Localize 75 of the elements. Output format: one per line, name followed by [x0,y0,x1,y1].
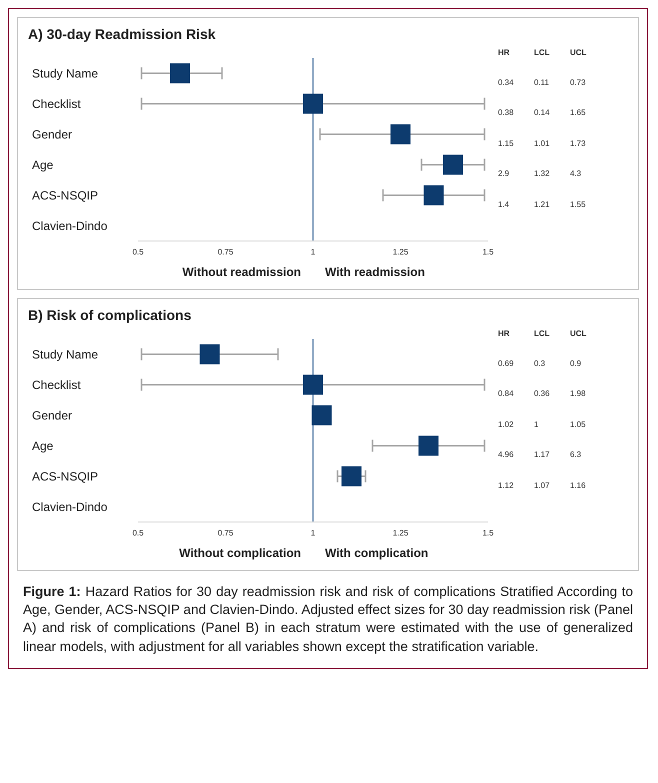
text: 1.15 [498,138,515,150]
text: 6.3 [570,449,582,462]
y-tick-label: Gender [32,128,72,142]
text: LCL [534,329,551,340]
text: With readmission [325,265,425,279]
text: 0.3 [534,358,546,370]
text: 1 [534,418,540,431]
text: 4.3 [570,168,582,180]
point [200,344,220,364]
text: 1.16 [570,480,587,492]
y-tick-label: Study Name [32,348,98,362]
y-tick-label: ACS-NSQIP [32,188,98,203]
text: 0.38 [498,107,515,120]
x-tick-label: 0.75 [218,528,234,538]
point [390,124,410,144]
text: HR [498,329,511,340]
text: HR [498,48,511,59]
text: 1.98 [570,388,587,400]
text: 0.36 [534,388,551,400]
text: 1.02 [498,418,515,431]
y-tick-label: Clavien-Dindo [32,219,108,234]
point [303,374,323,395]
text: 0.11 [534,76,550,89]
x-tick-label: 1.25 [392,528,409,538]
y-tick-label: ACS-NSQIP [32,470,98,484]
text: 1.65 [570,107,587,120]
point [443,154,463,175]
x-tick-label: 1 [310,248,316,257]
text: UCL [570,329,588,340]
text: UCL [570,48,588,59]
text: 4.96 [498,449,515,462]
text: 0.14 [534,107,551,120]
text: 1.4 [498,198,510,211]
text: 1.32 [534,168,551,180]
point [342,466,362,486]
text: 1.55 [570,198,587,211]
point [312,405,332,426]
text: LCL [534,48,551,59]
text: 1.01 [534,138,551,150]
chart-title: B) Risk of complications [28,307,192,323]
text: Without complication [179,546,301,560]
point [418,436,438,456]
y-tick-label: Study Name [32,66,98,81]
text: 1.17 [534,449,551,462]
text: 0.34 [498,76,515,89]
point [424,185,444,206]
text: 0.84 [498,388,515,400]
caption: Figure 1: Hazard Ratios for 30 day readmission risk and risk of complications Stratified According to Age, Gender, ACS-NSQIP and Clavien-Dindo. Adjusted effect sizes for 30 day readmission risk (Panel A) and risk of complications (Panel B) in each stratum were estimated with the use of generalized linear models, with adjustment for all variables shown except the stratification variable. [22,583,634,656]
x-tick-label: 1.25 [392,248,409,257]
text: 0.73 [570,76,587,89]
x-tick-label: 0.75 [218,248,234,257]
x-tick-label: 1.5 [482,528,494,538]
x-tick-label: 0.5 [132,248,144,257]
text: 1.05 [570,418,587,431]
x-tick-label: 0.5 [132,528,144,538]
y-tick-label: Gender [32,408,72,423]
text: 2.9 [498,168,510,180]
point [303,94,323,114]
text: 1.73 [570,138,587,150]
text: With complication [325,546,428,560]
text: Without readmission [182,265,301,279]
point [170,63,190,84]
text: 1.12 [498,480,515,492]
text: 0.9 [570,358,582,370]
text: 1.21 [534,198,551,211]
x-tick-label: 1.5 [482,248,494,257]
x-tick-label: 1 [310,528,316,538]
y-tick-label: Checklist [32,97,82,112]
y-tick-label: Clavien-Dindo [32,500,108,514]
y-tick-label: Age [32,158,54,172]
y-tick-label: Checklist [32,378,82,392]
chart-title: A) 30-day Readmission Risk [28,26,217,42]
text: 0.69 [498,358,515,370]
y-tick-label: Age [32,439,54,454]
text: 1.07 [534,480,551,492]
